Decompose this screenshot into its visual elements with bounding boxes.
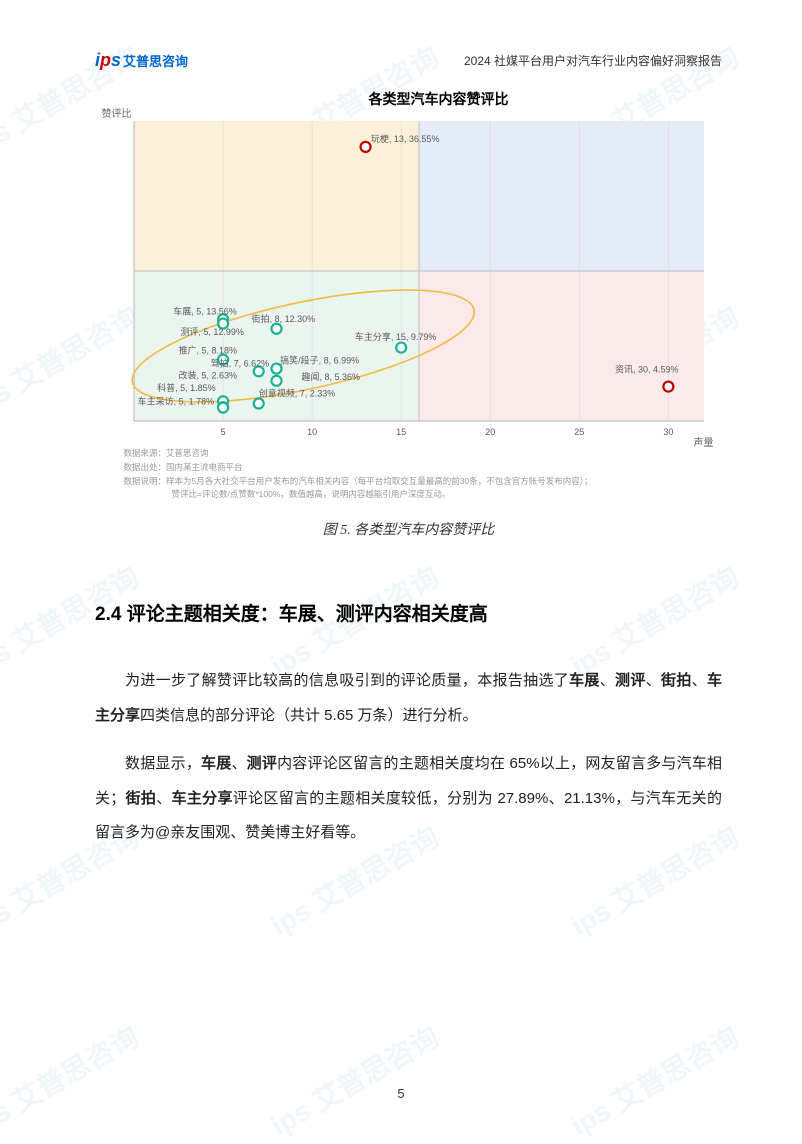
svg-text:测评, 5, 12.99%: 测评, 5, 12.99%: [180, 327, 244, 337]
quadrant-chart: 赞评比 各类型汽车内容赞评比 5 10 15 20 25 30 玩梗, 13, 36.55%…: [104, 89, 714, 501]
paragraph-2: 数据显示，车展、测评内容评论区留言的主题相关度均在 65%以上，网友留言多与汽车…: [95, 747, 722, 851]
chart-title: 各类型汽车内容赞评比: [104, 89, 714, 109]
footer-value: 赞评比=评论数/点赞数*100%，数值越高，说明内容越能引用户深度互动。: [172, 489, 451, 499]
footer-value: 样本为5月各大社交平台用户发布的汽车相关内容（每平台均取交互量最高的前30条，不…: [166, 476, 592, 486]
svg-text:玩梗, 13, 36.55%: 玩梗, 13, 36.55%: [370, 133, 439, 144]
svg-text:科普, 5, 1.85%: 科普, 5, 1.85%: [157, 382, 216, 393]
svg-text:街拍, 8, 12.30%: 街拍, 8, 12.30%: [251, 313, 315, 324]
footer-label: 数据说明：: [124, 476, 167, 486]
section-heading: 2.4 评论主题相关度：车展、测评内容相关度高: [95, 599, 722, 626]
chart-ylabel: 赞评比: [102, 105, 132, 120]
chart-svg: 5 10 15 20 25 30 玩梗, 13, 36.55% 资讯, 30, 4.59% 车展…: [104, 113, 714, 443]
paragraph-1: 为进一步了解赞评比较高的信息吸引到的评论质量，本报告抽选了车展、测评、街拍、车主…: [95, 664, 722, 733]
page-content: ips 艾普思咨询 2024 社媒平台用户对汽车行业内容偏好洞察报告 赞评比 各…: [0, 0, 802, 1133]
chart-footer: 数据来源：艾普思咨询 数据出处：国内某主流电商平台 数据说明：样本为5月各大社交…: [104, 447, 714, 501]
svg-text:5: 5: [220, 427, 225, 437]
svg-text:资讯, 30, 4.59%: 资讯, 30, 4.59%: [614, 364, 678, 374]
svg-text:车主采访, 5, 1.78%: 车主采访, 5, 1.78%: [137, 396, 214, 407]
chart-xlabel: 声量: [694, 434, 714, 449]
footer-value: 国内某主流电商平台: [166, 462, 243, 472]
logo: ips 艾普思咨询: [95, 50, 188, 71]
svg-text:趣闻, 8, 5.36%: 趣闻, 8, 5.36%: [301, 371, 360, 382]
svg-text:搞笑/段子, 8, 6.99%: 搞笑/段子, 8, 6.99%: [280, 354, 359, 365]
page-header: ips 艾普思咨询 2024 社媒平台用户对汽车行业内容偏好洞察报告: [95, 50, 722, 71]
svg-text:推广, 5, 8.18%: 推广, 5, 8.18%: [178, 345, 237, 356]
footer-value: 艾普思咨询: [166, 448, 209, 458]
svg-text:30: 30: [663, 427, 673, 437]
svg-text:15: 15: [396, 427, 406, 437]
svg-text:25: 25: [574, 427, 584, 437]
footer-label: 数据出处：: [124, 462, 167, 472]
svg-text:10: 10: [307, 427, 317, 437]
footer-label: 数据来源：: [124, 448, 167, 458]
svg-text:创意视频, 7, 2.33%: 创意视频, 7, 2.33%: [258, 387, 335, 398]
logo-icon: ips: [95, 50, 121, 71]
svg-text:车展, 5, 13.56%: 车展, 5, 13.56%: [173, 306, 237, 317]
svg-text:改装, 5, 2.63%: 改装, 5, 2.63%: [178, 369, 237, 380]
svg-text:20: 20: [485, 427, 495, 437]
page-number: 5: [0, 1086, 802, 1101]
report-title: 2024 社媒平台用户对汽车行业内容偏好洞察报告: [464, 52, 722, 69]
chart-plot-area: 5 10 15 20 25 30 玩梗, 13, 36.55% 资讯, 30, 4.59% 车展…: [104, 113, 714, 443]
figure-caption: 图 5. 各类型汽车内容赞评比: [95, 519, 722, 539]
logo-text: 艾普思咨询: [123, 51, 188, 70]
svg-text:车主分享, 15, 9.79%: 车主分享, 15, 9.79%: [354, 331, 436, 342]
svg-text:驾拍, 7, 6.62%: 驾拍, 7, 6.62%: [210, 357, 269, 368]
